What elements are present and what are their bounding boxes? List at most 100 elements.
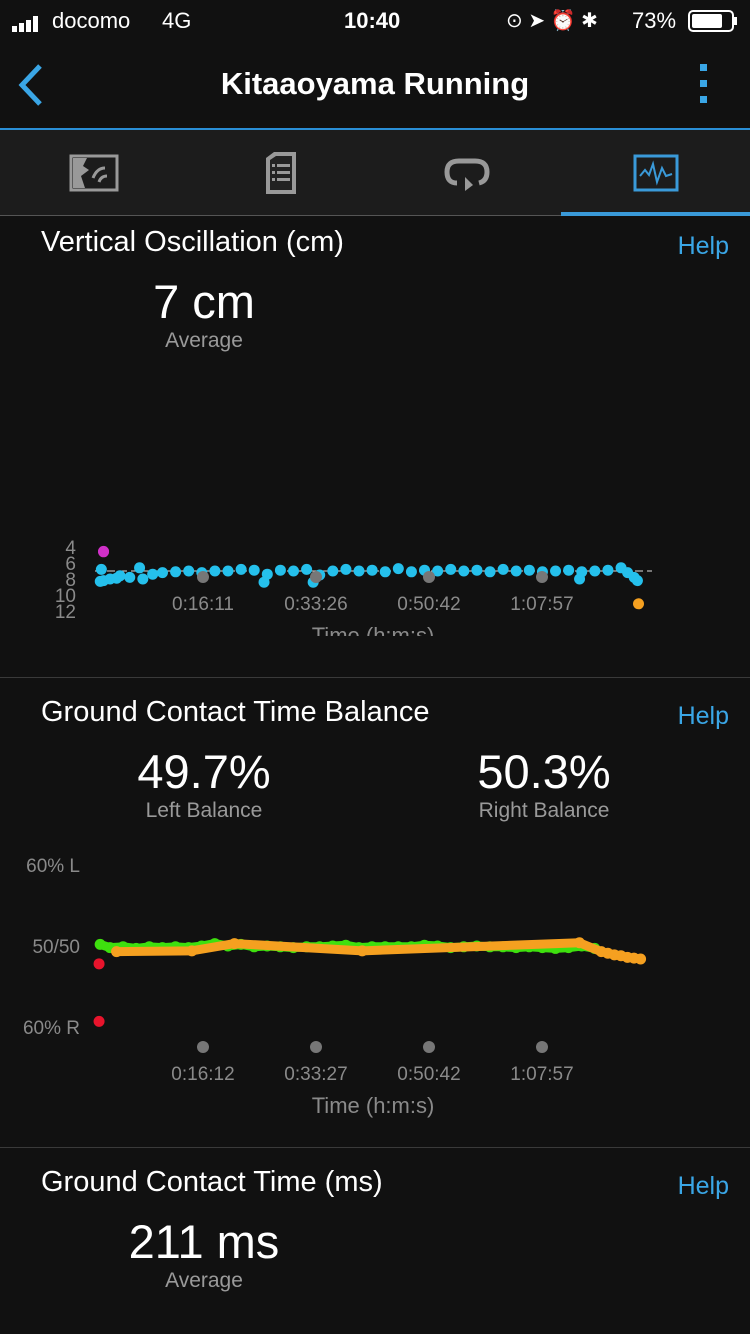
help-link[interactable]: Help: [677, 232, 729, 260]
data-point: [550, 565, 562, 577]
data-point: [510, 565, 522, 577]
data-point: [124, 571, 136, 583]
data-point: [497, 563, 509, 575]
data-point: [484, 566, 496, 578]
data-point: [635, 953, 647, 965]
data-point: [209, 565, 221, 577]
data-point: [137, 573, 149, 585]
nav-divider: [0, 128, 750, 130]
more-menu-button[interactable]: [698, 64, 710, 108]
section-title: Ground Contact Time (ms): [41, 1166, 383, 1198]
x-tick-marker: [197, 1041, 209, 1053]
average-label: Average: [165, 329, 243, 352]
left-balance-value: 49.7%: [137, 745, 271, 798]
data-point: [94, 938, 106, 950]
x-tick-marker: [310, 571, 322, 583]
data-point: [366, 564, 378, 576]
carrier: docomo: [52, 8, 131, 33]
x-tick-marker: [197, 571, 209, 583]
y-tick-label: 50/50: [32, 937, 80, 958]
signal-icon: [12, 12, 46, 38]
x-tick-label: 0:50:42: [397, 594, 460, 615]
x-tick-label: 1:07:57: [510, 594, 573, 615]
data-point: [183, 565, 195, 577]
chevron-left-icon: [18, 64, 42, 106]
vertical-oscillation-section: Vertical Oscillation (cm) Help 7 cm Aver…: [0, 216, 750, 678]
details-document-icon: [265, 152, 296, 194]
data-point: [235, 563, 247, 575]
tab-bar: [0, 130, 750, 216]
data-point: [261, 568, 273, 580]
help-link[interactable]: Help: [677, 1172, 729, 1200]
x-tick-marker: [536, 571, 548, 583]
page-title: Kitaaoyama Running: [220, 66, 530, 101]
charts-icon: [633, 154, 678, 192]
data-point: [523, 564, 535, 576]
battery-icon: [688, 10, 738, 38]
y-tick-label: 6: [65, 554, 76, 575]
data-point: [156, 567, 168, 579]
tab-map[interactable]: [0, 130, 187, 216]
data-point: [471, 564, 483, 576]
y-tick-label: 60% L: [26, 856, 80, 877]
data-point: [563, 564, 575, 576]
laps-icon: [443, 158, 490, 191]
data-point: [379, 566, 391, 578]
data-point: [93, 958, 105, 970]
average-value: 7 cm: [153, 275, 255, 328]
help-link[interactable]: Help: [677, 702, 729, 730]
x-tick-label: 0:16:12: [171, 1064, 234, 1085]
section-title: Vertical Oscillation (cm): [41, 226, 344, 258]
average-value: 211 ms: [128, 1215, 280, 1268]
section-title: Ground Contact Time Balance: [41, 696, 430, 728]
x-axis-label: Time (h:m:s): [312, 1093, 435, 1118]
x-axis-label: Time (h:m:s): [312, 623, 435, 636]
data-point: [458, 565, 470, 577]
map-icon: [69, 154, 118, 192]
right-balance-value: 50.3%: [477, 745, 611, 798]
data-point: [95, 563, 107, 575]
network: 4G: [162, 8, 192, 33]
data-point: [631, 575, 643, 587]
data-point: [222, 565, 234, 577]
data-point: [356, 945, 368, 957]
data-point: [288, 565, 300, 577]
clock: 10:40: [344, 8, 401, 33]
gct-balance-section: Ground Contact Time Balance Help 49.7% L…: [0, 678, 750, 1148]
gct-balance-chart: 60% L 50/50 60% R 0:16:12 0:33:27 0:50:42 1:07…: [23, 856, 647, 1118]
x-tick-label: 1:07:57: [510, 1064, 573, 1085]
data-point: [186, 945, 198, 957]
data-point: [573, 937, 585, 949]
x-tick-marker: [310, 1041, 322, 1053]
y-tick-label: 8: [65, 570, 76, 591]
data-point: [589, 565, 601, 577]
tab-charts[interactable]: [561, 130, 750, 216]
data-point: [353, 565, 365, 577]
x-tick-marker: [423, 1041, 435, 1053]
status-icons: ⊙ ➤ ⏰ ✱: [506, 10, 598, 32]
back-button[interactable]: [14, 60, 54, 110]
nav-bar: Kitaaoyama Running: [0, 40, 750, 130]
data-point: [445, 563, 457, 575]
x-tick-label: 0:33:26: [284, 594, 347, 615]
data-point: [274, 564, 286, 576]
more-vertical-icon: [698, 64, 710, 103]
data-point: [327, 565, 339, 577]
data-point: [248, 564, 260, 576]
tab-laps[interactable]: [374, 130, 561, 216]
data-point: [111, 946, 123, 958]
data-point: [301, 563, 313, 575]
y-tick-label: 12: [55, 602, 76, 623]
data-point: [170, 566, 182, 578]
gct-section: Ground Contact Time (ms) Help 211 ms Ave…: [0, 1148, 750, 1334]
data-point: [405, 566, 417, 578]
x-tick-marker: [423, 571, 435, 583]
data-point: [114, 570, 126, 582]
data-point: [432, 565, 444, 577]
tab-details[interactable]: [187, 130, 374, 216]
data-point: [633, 598, 645, 610]
data-point: [147, 568, 159, 580]
left-balance-label: Left Balance: [145, 799, 263, 822]
x-tick-label: 0:50:42: [397, 1064, 460, 1085]
